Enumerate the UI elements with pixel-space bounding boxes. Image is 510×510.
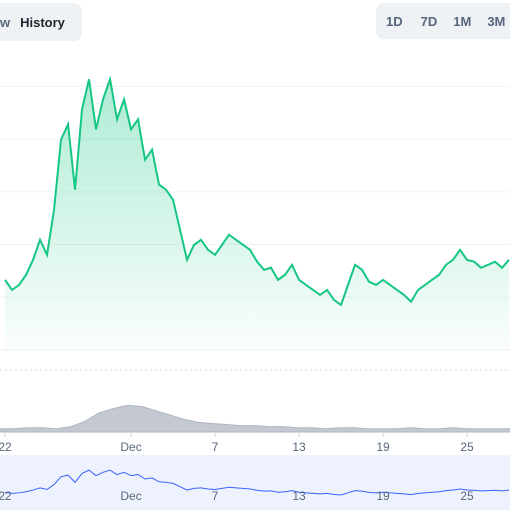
x-tick-label: 25 (460, 440, 474, 454)
navigator-tick-label: 22 (0, 489, 12, 503)
price-area (5, 79, 510, 350)
tab-button[interactable]: History (20, 14, 65, 30)
navigator-line (4, 469, 510, 496)
x-tick-label: 13 (292, 440, 306, 454)
navigator-tick-label: 25 (460, 489, 474, 503)
price-line (4, 75, 510, 307)
navigator-tick-label: 19 (376, 489, 390, 503)
range-button[interactable]: 1D (386, 13, 403, 29)
navigator-bg[interactable] (0, 455, 510, 510)
tab-button[interactable]: w (0, 14, 11, 30)
range-button[interactable]: 3M (487, 13, 506, 29)
range-button[interactable]: 7D (420, 13, 438, 29)
view-toggle: w History (0, 3, 82, 41)
range-toggle: 1D 7D 1M 3M (376, 3, 510, 39)
navigator-tick-label: Dec (120, 489, 141, 503)
x-tick-label: 22 (0, 440, 12, 454)
x-tick-label: 7 (212, 440, 219, 454)
volume-area (0, 404, 510, 433)
navigator-tick-label: 13 (292, 489, 306, 503)
navigator-tick-label: 7 (212, 489, 219, 503)
range-button[interactable]: 1M (453, 13, 472, 29)
x-tick-label: 19 (376, 440, 390, 454)
x-tick-label: Dec (120, 440, 141, 454)
